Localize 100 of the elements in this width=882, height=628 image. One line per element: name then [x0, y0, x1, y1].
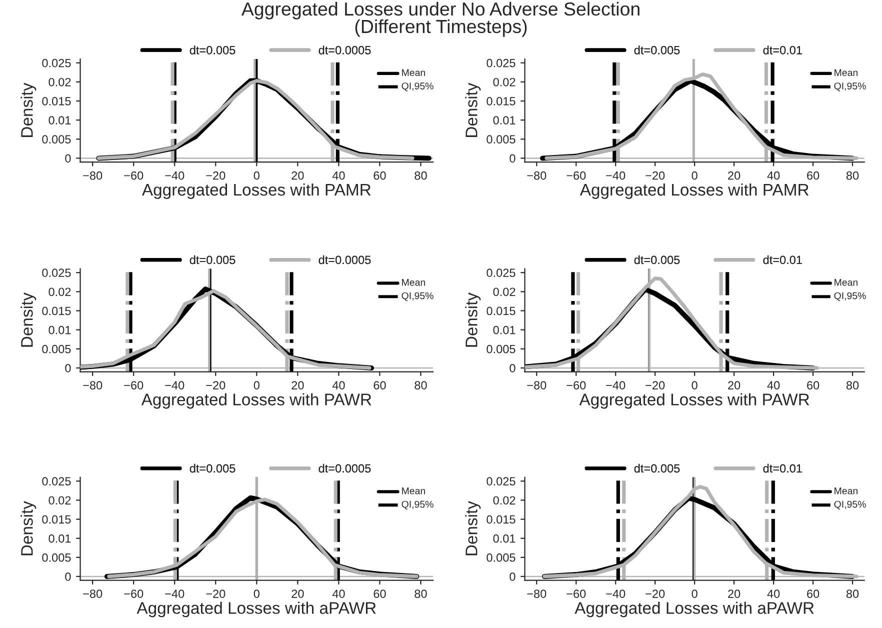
x-tick-label: −40 — [165, 171, 184, 180]
legend-label: dt=0.005 — [190, 464, 236, 473]
x-axis-title: Aggregated Losses with aPAWR — [136, 602, 376, 618]
legend-label: dt=0.01 — [763, 464, 802, 473]
x-axis-title: Aggregated Losses with PAWR — [141, 393, 372, 409]
x-tick-label: 80 — [846, 590, 859, 598]
y-tick-label: 0.02 — [493, 496, 516, 505]
y-tick-label: 0.005 — [486, 344, 516, 354]
x-tick-label: −60 — [124, 381, 144, 390]
y-tick-label: 0.025 — [486, 58, 516, 68]
x-axis-title: Aggregated Losses with PAMR — [580, 183, 809, 199]
y-tick-label: 0.01 — [493, 116, 516, 124]
x-axis-title: Aggregated Losses with PAWR — [579, 393, 810, 409]
y-tick-label: 0.025 — [486, 268, 516, 277]
x-tick-label: −40 — [165, 381, 184, 390]
x-tick-label: −60 — [124, 171, 144, 180]
x-tick-label: −80 — [527, 381, 546, 390]
y-tick-label: 0.02 — [493, 78, 516, 86]
y-axis-title: Density — [20, 501, 36, 556]
legend-label: dt=0.005 — [634, 46, 680, 54]
x-tick-label: −40 — [606, 381, 626, 390]
legend-label: dt=0.005 — [190, 46, 236, 54]
y-tick-label: 0.02 — [48, 78, 71, 86]
y-tick-label: 0.02 — [493, 288, 516, 296]
y-tick-label: 0 — [65, 364, 71, 372]
y-tick-label: 0 — [510, 572, 516, 581]
y-tick-label: 0.01 — [493, 326, 516, 334]
chart-title: Aggregated Losses under No Adverse Selection (Different Timesteps) — [241, 2, 640, 37]
x-tick-label: 40 — [767, 590, 780, 598]
y-axis-title: Density — [20, 82, 36, 137]
x-tick-label: −20 — [646, 590, 665, 598]
x-tick-label: −20 — [206, 590, 226, 598]
legend-label: dt=0.005 — [190, 255, 236, 264]
annotation: Mean — [834, 279, 858, 286]
y-tick-label: 0.02 — [48, 288, 71, 296]
x-tick-label: 40 — [332, 590, 345, 598]
y-tick-label: 0.005 — [42, 135, 71, 144]
x-tick-label: 0 — [254, 381, 260, 390]
y-tick-label: 0.015 — [486, 306, 516, 316]
annotation: Mean — [402, 69, 425, 76]
y-tick-label: 0.015 — [42, 515, 71, 524]
y-tick-label: 0.015 — [42, 97, 71, 106]
y-tick-label: 0.02 — [48, 496, 71, 505]
x-tick-label: −80 — [527, 171, 546, 180]
y-axis-title: Density — [465, 82, 481, 137]
legend-label: dt=0.0005 — [318, 46, 371, 54]
x-tick-label: −60 — [124, 590, 144, 598]
x-tick-label: 60 — [807, 590, 820, 598]
y-tick-label: 0 — [510, 154, 516, 163]
y-axis-title: Density — [20, 292, 36, 347]
x-tick-label: −20 — [646, 381, 665, 390]
x-tick-label: 80 — [846, 171, 859, 180]
x-tick-label: 20 — [292, 171, 304, 180]
x-tick-label: −20 — [206, 381, 226, 390]
x-tick-label: 80 — [414, 171, 427, 180]
legend-label: dt=0.0005 — [318, 464, 371, 473]
x-tick-label: 0 — [254, 171, 260, 180]
y-tick-label: 0.025 — [486, 477, 516, 486]
y-tick-label: 0.015 — [486, 97, 516, 106]
x-tick-label: 20 — [292, 590, 304, 598]
x-axis-title: Aggregated Losses with aPAWR — [574, 602, 814, 618]
x-tick-label: 80 — [846, 381, 859, 390]
x-tick-label: −40 — [606, 590, 626, 598]
x-tick-label: −60 — [566, 590, 586, 598]
y-tick-label: 0.005 — [486, 553, 516, 562]
x-tick-label: 80 — [414, 590, 427, 598]
x-tick-label: 0 — [692, 171, 698, 180]
annotation: Mean — [402, 488, 425, 494]
annotation: Mean — [834, 69, 858, 76]
y-tick-label: 0.015 — [42, 306, 71, 316]
legend-label: dt=0.005 — [634, 464, 680, 473]
x-tick-label: 40 — [767, 381, 780, 390]
legend-label: dt=0.005 — [634, 255, 680, 264]
x-tick-label: 40 — [332, 381, 345, 390]
x-tick-label: −40 — [606, 171, 626, 180]
legend-label: dt=0.01 — [763, 46, 802, 54]
x-tick-label: −20 — [646, 171, 665, 180]
annotation: QI,95% — [834, 292, 866, 301]
x-tick-label: 60 — [807, 171, 820, 180]
x-tick-label: −40 — [165, 590, 184, 598]
y-tick-label: 0 — [65, 154, 71, 163]
annotation: Mean — [834, 488, 858, 494]
y-tick-label: 0.01 — [48, 116, 71, 124]
y-axis-title: Density — [465, 292, 481, 347]
x-tick-label: 60 — [807, 381, 820, 390]
y-axis-title: Density — [465, 501, 481, 556]
x-tick-label: 0 — [692, 590, 698, 598]
annotation: QI,95% — [402, 500, 434, 510]
y-tick-label: 0.005 — [486, 135, 516, 144]
x-axis-title: Aggregated Losses with PAMR — [142, 183, 371, 199]
x-tick-label: 60 — [374, 381, 386, 390]
x-tick-label: −80 — [83, 171, 102, 180]
x-tick-label: 20 — [728, 381, 740, 390]
y-tick-label: 0.015 — [486, 515, 516, 524]
y-tick-label: 0.005 — [42, 344, 71, 354]
x-tick-label: −60 — [566, 171, 586, 180]
x-tick-label: 80 — [414, 381, 427, 390]
x-tick-label: 40 — [332, 171, 345, 180]
legend-label: dt=0.0005 — [318, 255, 371, 264]
x-tick-label: 0 — [692, 381, 698, 390]
